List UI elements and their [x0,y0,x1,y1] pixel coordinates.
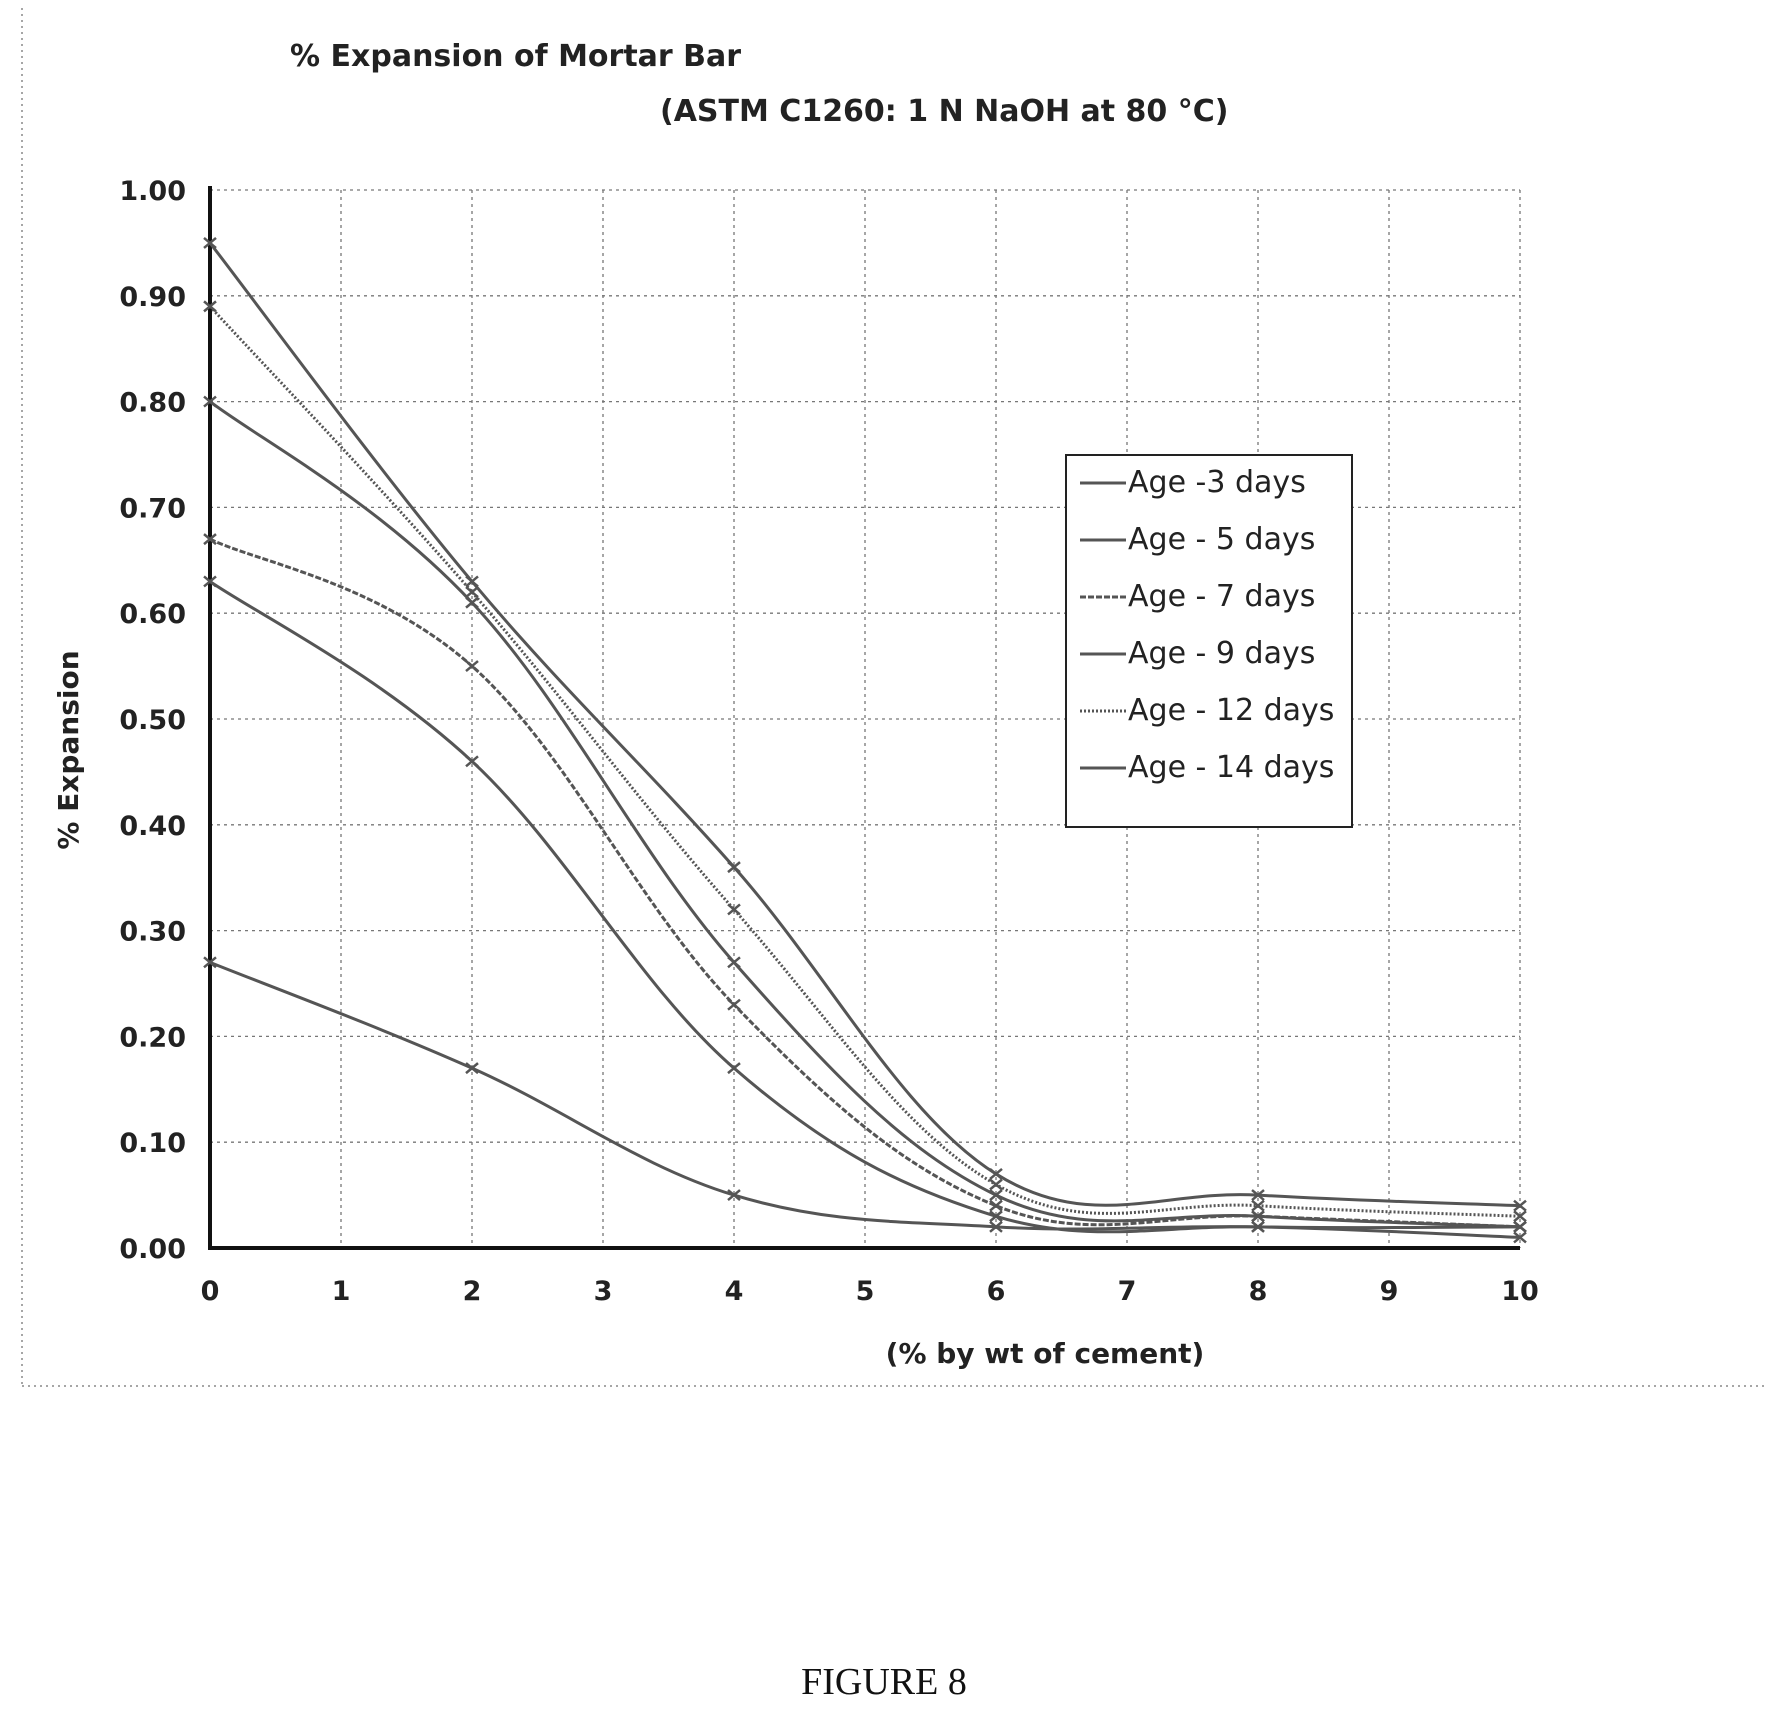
data-point [727,1062,741,1075]
y-tick-label: 0.10 [119,1128,186,1159]
legend: Age -3 days Age - 5 days Age - 7 days Age -… [1065,454,1353,828]
data-point [1513,1210,1527,1223]
data-point [465,575,479,588]
x-tick-label: 8 [1249,1276,1268,1307]
x-tick-labels: 0 1 2 3 4 5 6 7 8 9 10 [201,1276,1539,1307]
chart-title: % Expansion of Mortar Bar [290,39,741,74]
y-tick-label: 0.40 [119,811,186,842]
y-tick-label: 0.50 [119,705,186,736]
x-tick-label: 2 [463,1276,482,1307]
x-tick-label: 7 [1118,1276,1137,1307]
data-point [1251,1220,1265,1233]
axes [208,186,1520,1250]
chart-subtitle: (ASTM C1260: 1 N NaOH at 80 °C) [660,94,1228,129]
data-point [1251,1189,1265,1202]
data-point [989,1199,1003,1212]
series-line [208,305,1521,1218]
legend-label: Age -3 days [1128,465,1306,500]
data-point [989,1178,1003,1191]
data-point [465,755,479,768]
data-point [727,956,741,969]
legend-label: Age - 12 days [1128,693,1334,728]
data-point [989,1167,1003,1180]
y-tick-label: 0.60 [119,599,186,630]
series-line [208,241,1521,1208]
x-tick-label: 10 [1501,1276,1539,1307]
data-point [1251,1210,1265,1223]
data-point [989,1220,1003,1233]
data-point [1251,1199,1265,1212]
figure-caption: FIGURE 8 [801,1661,967,1703]
legend-label: Age - 7 days [1128,579,1315,614]
data-point [203,395,217,408]
y-tick-label: 0.80 [119,388,186,419]
data-point [727,998,741,1011]
x-tick-label: 3 [594,1276,613,1307]
legend-label: Age - 14 days [1128,750,1334,785]
data-point [465,660,479,673]
x-tick-label: 5 [856,1276,875,1307]
data-point [203,575,217,588]
data-point [203,300,217,313]
y-tick-label: 1.00 [119,176,186,207]
data-point [465,596,479,609]
data-point [989,1189,1003,1202]
series-line [209,400,1521,1229]
data-point [203,236,217,249]
data-point [1513,1199,1527,1212]
x-tick-label: 9 [1380,1276,1399,1307]
series-line [209,580,1521,1234]
data-point [727,861,741,874]
legend-label: Age - 5 days [1128,522,1315,557]
x-tick-label: 1 [332,1276,351,1307]
legend-label: Age - 9 days [1128,636,1315,671]
grid [210,189,1521,1248]
data-point [465,586,479,599]
legend-box [1065,454,1353,828]
y-tick-label: 0.20 [119,1022,186,1053]
data-point [1513,1220,1527,1233]
data-point [465,1062,479,1075]
chart-svg: % Expansion of Mortar Bar (ASTM C1260: 1… [21,8,1765,1388]
x-tick-label: 4 [725,1276,744,1307]
data-point [727,1189,741,1202]
y-tick-labels: 0.00 0.10 0.20 0.30 0.40 0.50 0.60 0.70 0.80 0.90… [119,176,186,1265]
data-point [203,956,217,969]
y-tick-label: 0.00 [119,1234,186,1265]
data-point [1513,1231,1527,1244]
data-point [203,533,217,546]
y-tick-label: 0.70 [119,493,186,524]
y-tick-label: 0.90 [119,282,186,313]
chart-frame: % Expansion of Mortar Bar (ASTM C1260: 1… [20,8,1765,1388]
x-tick-label: 6 [987,1276,1006,1307]
series-group [203,236,1527,1244]
y-axis-label: % Expansion [52,650,85,849]
data-point [989,1210,1003,1223]
y-tick-label: 0.30 [119,917,186,948]
x-axis-label: (% by wt of cement) [886,1337,1205,1370]
x-tick-label: 0 [201,1276,220,1307]
data-point [727,903,741,916]
